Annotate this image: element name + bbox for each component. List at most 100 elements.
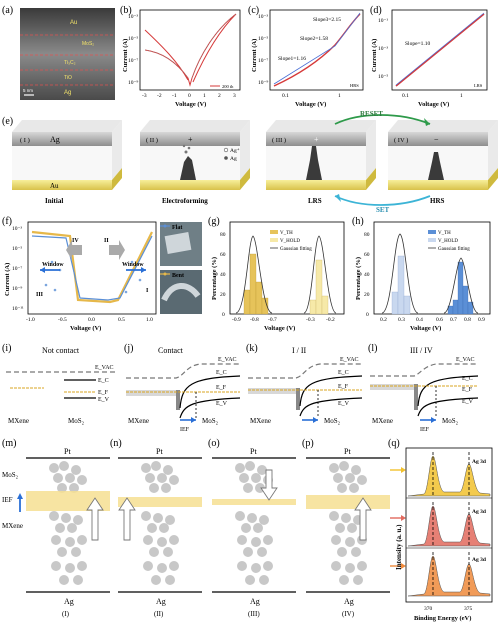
panel-j: (j) Contact E_VAC E_C E_F E_V IEF MXene … [124,343,241,433]
g-fit-vth [235,235,273,314]
f-legend-bent: Bent [172,273,184,279]
h-bars-vth [447,261,474,315]
plot-frame-h [373,221,491,315]
ief-band [306,495,390,509]
ag-particle [237,561,247,571]
g-legend-fit: Gaussian fitting [280,247,312,252]
panel-label-m: (m) [2,438,16,449]
plot-frame-d [391,9,488,91]
h-bars-vhold [391,255,411,315]
e-stage1-caption: Initial [45,197,63,205]
l-right: MoS₂ [442,417,459,425]
ag-particle [149,547,159,557]
ag-particle [253,523,263,533]
ag-particle [331,561,341,571]
f-ytick-0: 10⁻³ [12,226,22,232]
h-xtick-1: 0.3 [398,317,405,323]
plot-frame-q [405,447,493,603]
e-stage4-sign: − [434,135,439,144]
j-right: MoS₂ [202,417,219,425]
plot-frame-b [139,9,241,91]
layer-au: Au [70,20,77,26]
j-ief: IEF [180,427,190,433]
plot-frame-g [229,221,345,315]
ag-particle [69,483,79,493]
ag-particle [259,515,269,525]
ag-particle [55,523,65,533]
j-vac-line [126,363,240,379]
ag-particle [335,523,345,533]
c-slope1: Slope1=1.16 [278,56,306,62]
hollow-arrow [354,497,372,541]
ag-particle [243,483,253,493]
c-xlabel: Voltage (V) [295,101,326,108]
plot-frame-c [269,9,364,91]
c-ytick-1: 10⁻⁵ [258,36,268,42]
k-vac-line [248,363,362,379]
h-ylabel: Percentage (%) [355,257,362,300]
j-ec-label: E_C [216,370,227,376]
stage-caption: (II) [154,610,164,618]
d-ylabel: Current (A) [371,39,378,72]
device-hrs: ( IV ) − HRS [388,120,498,205]
g-ylabel: Percentage (%) [211,257,218,300]
g-bars-vhold [309,259,329,315]
ag-particle [77,561,87,571]
c-xtick-1: 1 [338,93,341,99]
ag-particle [339,575,349,585]
k-ec-label: E_C [338,370,349,376]
b-legend: 200 th [222,84,234,89]
ag-particle [141,511,151,521]
filament-stages: Pt Ag (I) Pt Ag (II) Pt Ag (III) Pt Ag (IV) [17,447,406,618]
i-left: MXene [8,417,29,425]
i-vac-label: E_VAC [95,365,114,371]
ag-particle [143,561,153,571]
k-left: MXene [250,417,271,425]
hollow-arrow [118,497,136,541]
ag-label: Ag [250,597,260,606]
f-window-left: Window [42,262,64,268]
l-ec [417,375,479,407]
j-ev [179,397,241,419]
ag-particle [53,473,63,483]
i-ev-label: E_V [98,397,110,403]
ag-particle [159,523,169,533]
ag-particle [329,511,339,521]
layer-ti3c2: Ti₃C₂ [64,60,76,66]
ag-particle [151,575,161,585]
ag-particle [77,535,87,545]
e-legend-agplus: Ag⁺ [230,147,240,154]
ag-particle [345,473,355,483]
panel-label-j: (j) [124,343,133,354]
h-xtick-4: 0.7 [450,317,457,323]
ag-particle [73,575,83,585]
ag-particle [157,563,167,573]
pt-label: Pt [250,447,257,456]
panel-i: (i) Not contact E_VAC E_C E_F E_V MXene … [2,343,116,425]
stage-3 [212,457,296,593]
ag-particle [65,563,75,573]
ag-particle [333,473,343,483]
k-ef-label: E_F [338,384,349,390]
ag-particle [73,515,83,525]
b-xtick-2: -1 [172,93,177,99]
g-ytick-3: 60 [220,252,226,258]
d-slope: Slope=1.10 [405,41,431,47]
panel-label-p: (p) [302,438,314,449]
l-left: MXene [372,417,393,425]
c-ytick-2: 10⁻⁷ [258,58,268,64]
g-ytick-2: 40 [220,272,226,278]
ag-particle [143,535,153,545]
ag-particle [351,465,361,475]
b-ytick-0: 10⁻³ [128,14,138,20]
j-ev-label: E_V [216,401,228,407]
ag-particle [257,547,267,557]
g-legend-vth: V_TH [280,231,293,236]
panel-d: (d) Slope=1.10 LRS 0.1 1 10⁻¹ 10⁻³ 10⁻⁵ … [370,5,488,108]
f-xtick-0: -1.0 [26,317,35,323]
q-xlabel: Binding Energy (eV) [414,615,471,622]
b-xtick-6: 3 [233,93,236,99]
f-curve-flat [31,235,153,301]
e-stage1-numeral: ( I ) [20,137,30,144]
